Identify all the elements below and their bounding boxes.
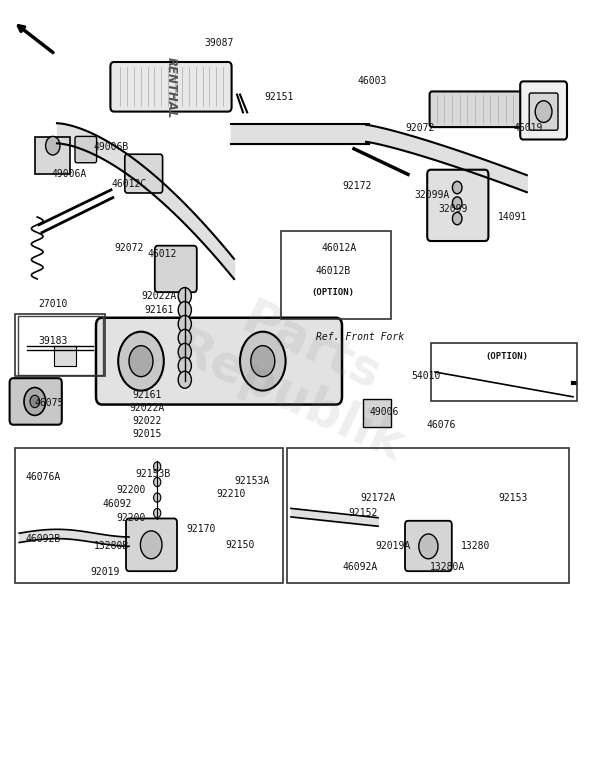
Text: 92022: 92022 [133,416,161,425]
FancyBboxPatch shape [430,91,527,127]
Circle shape [46,136,60,155]
FancyBboxPatch shape [363,399,391,427]
Circle shape [452,212,462,225]
Text: 27010: 27010 [38,299,67,308]
Text: 46075: 46075 [35,398,64,408]
Text: 54010: 54010 [412,371,440,381]
Text: 92200: 92200 [116,485,145,494]
Text: 92072: 92072 [406,123,434,133]
Text: 32099A: 32099A [415,191,449,200]
Text: 13280: 13280 [461,541,490,550]
Text: 92015: 92015 [133,429,161,439]
Text: 92151: 92151 [265,92,293,102]
FancyBboxPatch shape [54,346,76,366]
Text: 46012A: 46012A [322,243,356,253]
Text: 92022A: 92022A [130,404,164,413]
Circle shape [118,332,164,391]
Text: 92161: 92161 [133,391,161,400]
Text: 39183: 39183 [38,336,67,346]
FancyBboxPatch shape [75,136,97,163]
Bar [15,314,105,376]
Text: Parts
Republik: Parts Republik [166,273,434,471]
Text: 92210: 92210 [217,489,245,498]
Circle shape [140,531,162,559]
Text: Ref. Front Fork: Ref. Front Fork [316,332,404,342]
Text: 32099: 32099 [439,205,467,214]
Text: 92153: 92153 [499,493,527,502]
Text: 14091: 14091 [499,212,527,222]
Text: (OPTION): (OPTION) [485,352,529,361]
FancyBboxPatch shape [35,137,70,174]
Text: (OPTION): (OPTION) [311,288,355,298]
Circle shape [154,477,161,487]
Circle shape [419,534,438,559]
Text: 92161: 92161 [145,305,173,315]
Text: 13280B: 13280B [94,542,128,551]
Circle shape [452,181,462,194]
FancyBboxPatch shape [529,93,558,130]
FancyBboxPatch shape [110,62,232,112]
Text: 46092A: 46092A [343,563,377,572]
FancyBboxPatch shape [96,318,342,405]
Text: 92153A: 92153A [235,476,269,485]
Text: 49006: 49006 [370,408,398,417]
Text: 13280A: 13280A [430,563,464,572]
Text: 46019: 46019 [514,123,542,133]
Circle shape [178,301,191,319]
Text: RENTHAL: RENTHAL [165,57,178,119]
Text: 49006A: 49006A [52,170,86,179]
Bar [281,231,391,319]
Text: 92019: 92019 [91,567,119,577]
FancyBboxPatch shape [427,170,488,241]
Circle shape [178,371,191,388]
Circle shape [452,197,462,209]
Text: 46092: 46092 [103,499,131,508]
Text: 92153B: 92153B [136,470,170,479]
Text: 92019A: 92019A [376,541,410,550]
FancyBboxPatch shape [520,81,567,140]
Text: 46012B: 46012B [316,267,350,276]
Circle shape [178,343,191,360]
Circle shape [129,346,153,377]
Circle shape [24,388,46,415]
Text: 39087: 39087 [205,38,233,47]
FancyBboxPatch shape [155,246,197,292]
Bar [287,448,569,583]
Circle shape [30,395,40,408]
Circle shape [154,493,161,502]
FancyBboxPatch shape [10,378,62,425]
Circle shape [154,508,161,518]
Circle shape [535,101,552,122]
Text: 92150: 92150 [226,540,254,549]
Circle shape [240,332,286,391]
Text: 92072: 92072 [115,243,143,253]
Text: 92152: 92152 [349,508,377,518]
Circle shape [178,357,191,374]
FancyBboxPatch shape [126,518,177,571]
Text: 92170: 92170 [187,524,215,533]
Bar [15,448,283,583]
Text: 92200: 92200 [116,513,145,522]
Text: 92022A: 92022A [142,291,176,301]
Text: 46092B: 46092B [26,534,61,543]
Text: 46076A: 46076A [26,472,61,481]
Text: 46076: 46076 [427,420,455,429]
FancyBboxPatch shape [125,154,163,193]
Circle shape [178,315,191,332]
Text: 92172A: 92172A [361,493,395,502]
Text: 46012C: 46012C [112,180,146,189]
Circle shape [251,346,275,377]
Text: 92172: 92172 [343,181,371,191]
Text: 46012: 46012 [148,250,176,259]
Bar [431,343,577,401]
Circle shape [154,462,161,471]
Text: 46003: 46003 [358,77,386,86]
Circle shape [178,288,191,305]
Circle shape [178,329,191,346]
Text: 49006B: 49006B [94,143,128,152]
FancyBboxPatch shape [405,521,452,571]
